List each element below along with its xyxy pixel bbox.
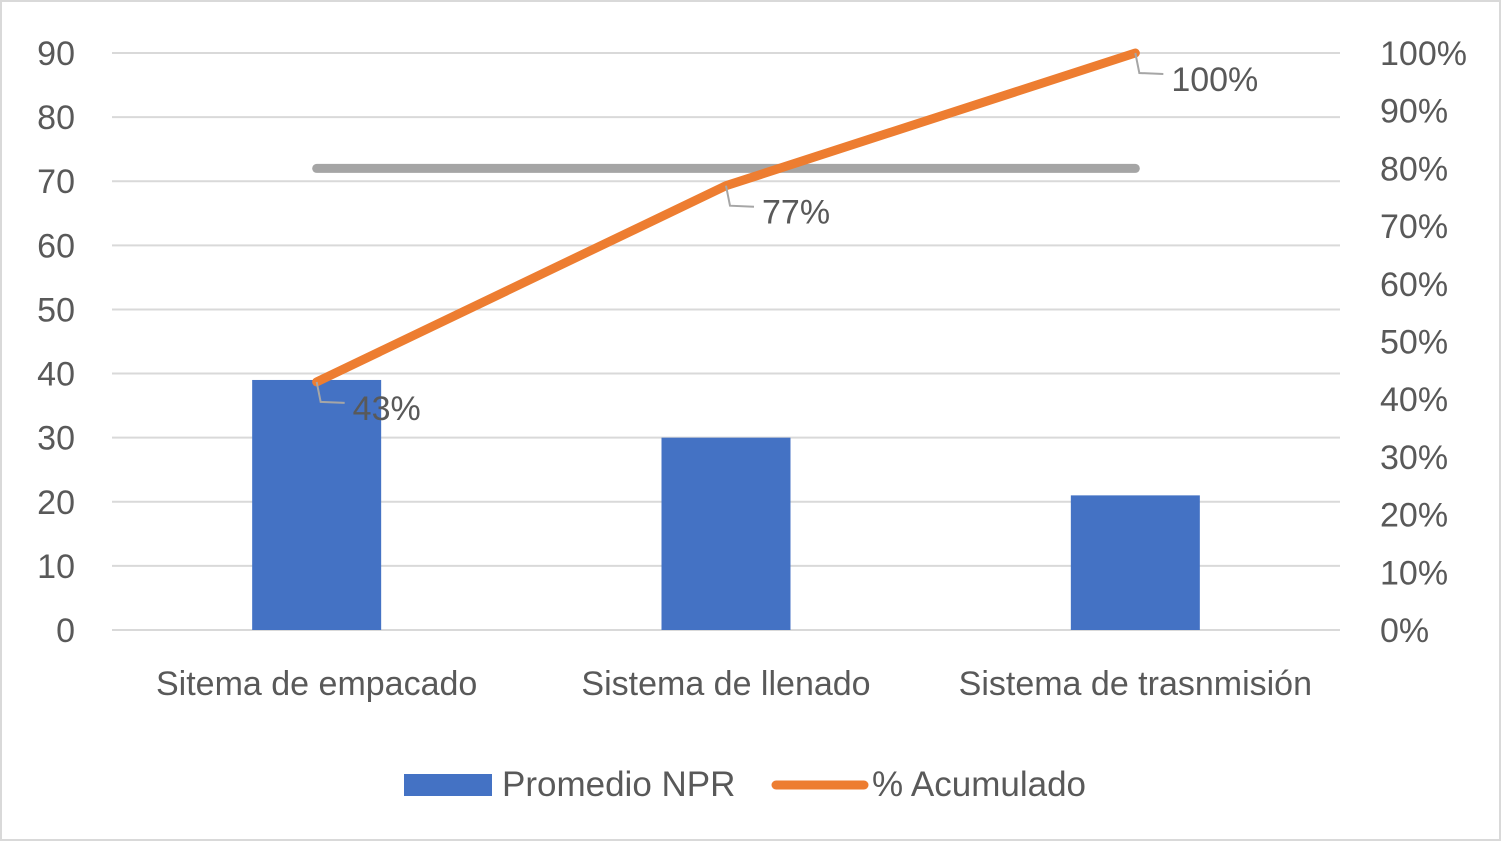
y2-tick-label: 30%: [1380, 439, 1448, 477]
x-category-label: Sistema de trasnmisión: [959, 665, 1312, 703]
y-tick-label: 10: [37, 548, 75, 586]
leader-line: [315, 381, 345, 404]
right-y-axis: 0% 10% 20% 30% 40% 50% 60% 70% 80% 90% 100%: [1380, 35, 1467, 650]
y2-tick-label: 80%: [1380, 150, 1448, 188]
legend-label-line: % Acumulado: [872, 765, 1086, 804]
bar-series: [252, 379, 1200, 630]
y2-tick-label: 100%: [1380, 35, 1467, 73]
y2-tick-label: 60%: [1380, 266, 1448, 304]
y-tick-label: 60: [37, 227, 75, 265]
x-axis-labels: Sitema de empacado Sistema de llenado Sist…: [156, 665, 1312, 703]
cumulative-polyline: [312, 48, 1140, 387]
y2-tick-label: 10%: [1380, 554, 1448, 592]
y-tick-label: 50: [37, 291, 75, 329]
y-tick-label: 30: [37, 420, 75, 458]
legend: Promedio NPR % Acumulado: [404, 765, 1086, 804]
left-y-axis: 0 10 20 30 40 50 60 70 80 90: [37, 35, 75, 650]
bar: [661, 437, 791, 630]
y-tick-label: 40: [37, 356, 75, 394]
cumulative-line: 43% 77% 100%: [312, 48, 1258, 428]
y-tick-label: 80: [37, 99, 75, 137]
y2-tick-label: 70%: [1380, 208, 1448, 246]
y2-tick-label: 40%: [1380, 381, 1448, 419]
y2-tick-label: 0%: [1380, 612, 1429, 650]
y-tick-label: 70: [37, 163, 75, 201]
leader-line: [725, 185, 755, 208]
bar: [1070, 495, 1200, 630]
data-label: 43%: [353, 390, 421, 428]
legend-swatch-bar: [404, 774, 492, 796]
leader-line: [1134, 52, 1164, 75]
x-category-label: Sitema de empacado: [156, 665, 477, 703]
y2-tick-label: 50%: [1380, 324, 1448, 362]
data-label: 77%: [762, 194, 830, 232]
data-label: 100%: [1171, 61, 1258, 99]
legend-label-bar: Promedio NPR: [502, 765, 735, 804]
y-tick-label: 20: [37, 484, 75, 522]
y2-tick-label: 90%: [1380, 93, 1448, 131]
bar: [252, 379, 382, 630]
y2-tick-label: 20%: [1380, 497, 1448, 535]
y-tick-label: 0: [56, 612, 75, 650]
x-category-label: Sistema de llenado: [581, 665, 870, 703]
y-tick-label: 90: [37, 35, 75, 73]
